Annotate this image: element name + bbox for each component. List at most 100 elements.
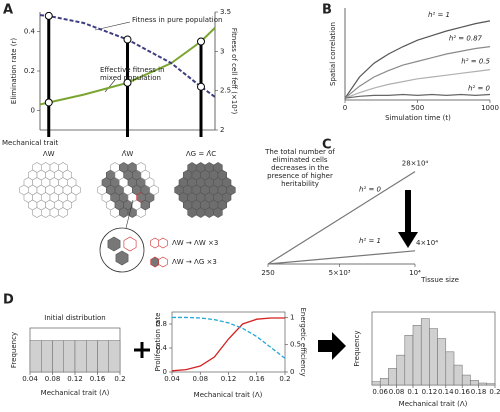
y2-axis-label: Energetic efficiency: [299, 307, 307, 376]
histogram-bar: [86, 340, 98, 373]
histogram-bar: [412, 325, 422, 386]
y-tick-label: 0: [163, 368, 167, 376]
cell: [149, 184, 159, 196]
series-label: h² = 0: [359, 186, 382, 194]
histogram-bar: [437, 338, 447, 386]
histogram-bar: [420, 318, 430, 386]
x-tick-label: 0.18: [471, 388, 487, 396]
series-label: h² = 1: [359, 237, 381, 245]
series-line: [344, 69, 491, 99]
histogram-bar: [478, 382, 488, 386]
series-label: h² = 0.5: [461, 58, 490, 66]
subplot-title: Initial distribution: [44, 314, 106, 322]
cell: [107, 236, 121, 252]
zoom-circle: [99, 227, 145, 273]
x-tick-label: 0.12: [422, 388, 438, 396]
x-tick-label: 0.06: [372, 388, 388, 396]
y-axis-label: Elimination rate (r): [10, 38, 18, 104]
y2-tick-label: 3: [220, 47, 224, 55]
annotation: Effective fitness in: [100, 66, 165, 74]
big-arrow: [318, 332, 346, 360]
y-tick-label: 0.2: [24, 67, 35, 75]
annotation: Fitness in pure population: [132, 16, 222, 24]
histogram-bar: [486, 383, 496, 386]
x-tick-label: 0.04: [164, 375, 180, 383]
histogram-bar: [97, 340, 109, 373]
x-tick-label: 0.16: [454, 388, 470, 396]
histogram-bar: [63, 340, 76, 373]
value-label: 28×10⁴: [402, 160, 429, 168]
y-tick-label: 0: [31, 106, 35, 114]
histogram-bar: [371, 381, 381, 386]
series-label: h² = 0: [468, 84, 491, 92]
x-tick-label: 0.08: [389, 388, 405, 396]
cell: [150, 237, 160, 249]
x-tick-label: 0.1: [407, 388, 418, 396]
annotation: mixed population: [100, 74, 161, 82]
x-axis-label: Simulation time (t): [385, 114, 451, 122]
histogram-bar: [445, 351, 455, 386]
transition-label: ΛW → ΛG ×3: [172, 258, 217, 266]
annotation-pointer: [104, 79, 116, 93]
y-axis-label: Frequency: [10, 332, 18, 368]
transition-label: ΛW → ΛW ×3: [172, 239, 218, 247]
histogram-bar: [429, 328, 438, 386]
panel-letter: C: [322, 138, 332, 153]
histogram-bar: [396, 354, 406, 386]
x-tick-label: 0.16: [249, 375, 265, 383]
annotation: presence of higher: [267, 172, 333, 180]
histogram-bar: [74, 340, 87, 373]
x-tick-label: 0.12: [221, 375, 237, 383]
x-axis-label: Mechanical trait: [2, 139, 58, 147]
panel-letter: B: [322, 3, 332, 18]
x-axis-label: Mechanical trait (Λ): [194, 391, 263, 399]
y-tick-label: 0.4: [156, 344, 168, 352]
cell: [71, 184, 81, 196]
cell: [115, 250, 129, 266]
annotation: decreases in the: [271, 164, 329, 172]
histogram-bar: [379, 378, 389, 386]
point-marker: [44, 98, 53, 107]
x-tick-label: 0.2: [114, 375, 125, 383]
cell: [123, 236, 137, 252]
point-marker: [123, 35, 132, 44]
histogram-bar: [29, 340, 42, 373]
y2-tick-label: 0.5: [290, 341, 301, 349]
panel-letter: A: [3, 3, 13, 18]
value-label: 4×10⁴: [416, 239, 438, 247]
series-line: [344, 93, 491, 99]
y-tick-label: 0.4: [24, 28, 36, 36]
series-line: [344, 20, 491, 99]
x-tick-label: 0.04: [22, 375, 38, 383]
y2-tick-label: 2: [220, 126, 224, 134]
x-axis-label: Tissue size: [420, 276, 459, 284]
x-tick-label: 0.08: [192, 375, 208, 383]
x-tick-label: 250: [261, 269, 274, 277]
point-marker: [197, 37, 205, 46]
series-label: h² = 0.87: [449, 35, 483, 43]
histogram-bar: [52, 340, 64, 373]
y-axis-label: Proliferation rate: [154, 313, 162, 372]
x-tick-label: 10⁴: [409, 269, 421, 277]
panel-letter: D: [3, 293, 14, 308]
x-axis-label: Mechanical trait (Λ): [41, 389, 110, 397]
histogram-bar: [404, 334, 414, 386]
y2-tick-label: 1: [290, 313, 294, 321]
plot-frame: [171, 311, 286, 373]
histogram-bar: [388, 368, 397, 386]
x-tick-label: 5×10³: [329, 269, 351, 277]
annotation: eliminated cells: [272, 156, 327, 164]
series-line: [344, 46, 491, 99]
plus-sign: [134, 342, 150, 358]
series-line: [171, 317, 285, 372]
x-tick-label: 0: [343, 104, 347, 112]
y-axis-label: Frequency: [353, 330, 361, 366]
y-axis-label: Spatial correlation: [329, 22, 337, 86]
series-line: [267, 250, 416, 265]
histogram-bar: [453, 364, 463, 386]
y2-tick-label: 2.5: [220, 87, 231, 95]
cell: [158, 256, 168, 268]
cell: [226, 184, 236, 196]
x-tick-label: Λ̂W: [122, 150, 134, 158]
